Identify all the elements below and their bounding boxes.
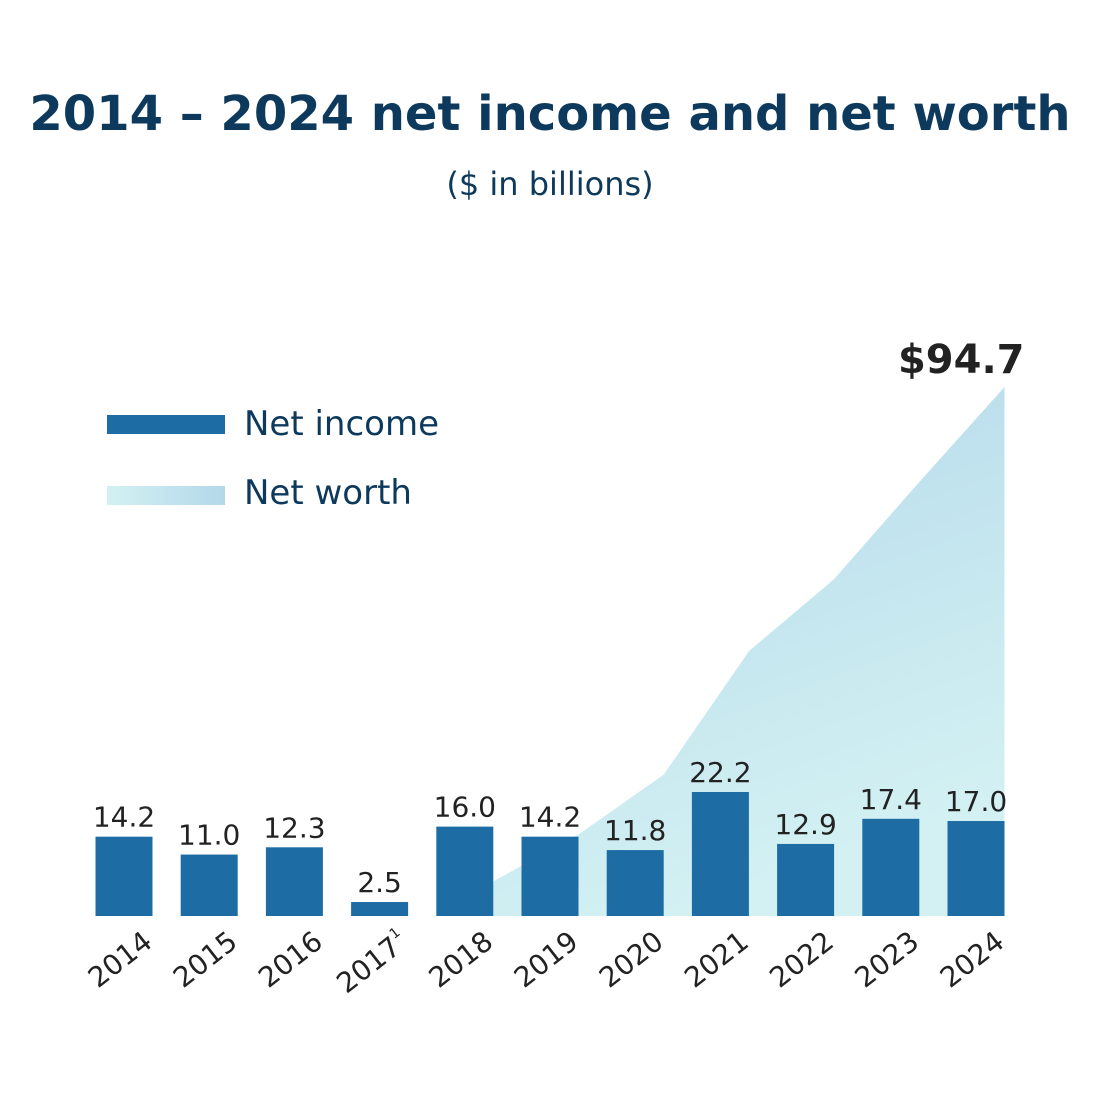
bar bbox=[521, 836, 579, 916]
bar-value-label: 11.8 bbox=[604, 814, 666, 847]
bar bbox=[180, 854, 238, 916]
x-tick-label: 2020 bbox=[593, 925, 669, 995]
bar-value-label: 17.0 bbox=[945, 785, 1007, 818]
bar-value-label: 22.2 bbox=[689, 756, 751, 789]
bar bbox=[691, 791, 749, 916]
x-tick-label: 20171 bbox=[330, 925, 414, 1000]
bar bbox=[95, 836, 153, 916]
x-tick-text: 2016 bbox=[252, 925, 328, 995]
x-tick-text: 2018 bbox=[423, 925, 499, 995]
x-tick-text: 2022 bbox=[763, 925, 839, 995]
x-tick-text: 2020 bbox=[593, 925, 669, 995]
x-tick-label: 2016 bbox=[252, 925, 328, 995]
x-tick-text: 2021 bbox=[678, 925, 754, 995]
x-tick-label: 2019 bbox=[508, 925, 584, 995]
x-tick-label: 2024 bbox=[934, 925, 1010, 995]
legend-label: Net income bbox=[244, 404, 439, 444]
x-tick-text: 2015 bbox=[167, 925, 243, 995]
bar bbox=[606, 850, 664, 916]
x-tick-label: 2022 bbox=[763, 925, 839, 995]
net-worth-area bbox=[493, 387, 1005, 916]
legend-swatch bbox=[107, 486, 225, 505]
chart-title: 2014 – 2024 net income and net worth bbox=[29, 86, 1070, 142]
chart-subtitle: ($ in billions) bbox=[446, 165, 653, 203]
x-tick-text: 2019 bbox=[508, 925, 584, 995]
plot: $94.7 14.2 11.0 12.3 2.5 16.0 14.2 11.8 22.2 12.9… bbox=[82, 337, 1025, 1000]
bar-value-label: 14.2 bbox=[519, 801, 581, 834]
bar-value-label: 2.5 bbox=[357, 866, 402, 899]
bar bbox=[265, 847, 323, 916]
bar-value-label: 14.2 bbox=[93, 801, 155, 834]
legend: Net income Net worth bbox=[107, 404, 439, 513]
bar bbox=[947, 821, 1005, 916]
x-tick-label: 2018 bbox=[423, 925, 499, 995]
bar-value-label: 11.0 bbox=[178, 819, 240, 852]
area-value-label: $94.7 bbox=[898, 337, 1025, 383]
bar bbox=[351, 902, 409, 916]
x-tick-label: 2015 bbox=[167, 925, 243, 995]
x-tick-text: 2024 bbox=[934, 925, 1010, 995]
bar-value-label: 16.0 bbox=[434, 791, 496, 824]
x-tick-text: 2014 bbox=[82, 925, 158, 995]
bar-value-label: 17.4 bbox=[860, 783, 922, 816]
x-tick-label: 2023 bbox=[849, 925, 925, 995]
x-tick-label: 2014 bbox=[82, 925, 158, 995]
x-tick-label: 2021 bbox=[678, 925, 754, 995]
legend-swatch bbox=[107, 415, 225, 434]
bar bbox=[436, 826, 494, 916]
bar bbox=[777, 843, 835, 916]
x-tick-text: 2023 bbox=[849, 925, 925, 995]
bar-value-label: 12.3 bbox=[263, 811, 325, 844]
legend-label: Net worth bbox=[244, 473, 412, 513]
bar-value-label: 12.9 bbox=[774, 808, 836, 841]
bar bbox=[862, 818, 920, 916]
